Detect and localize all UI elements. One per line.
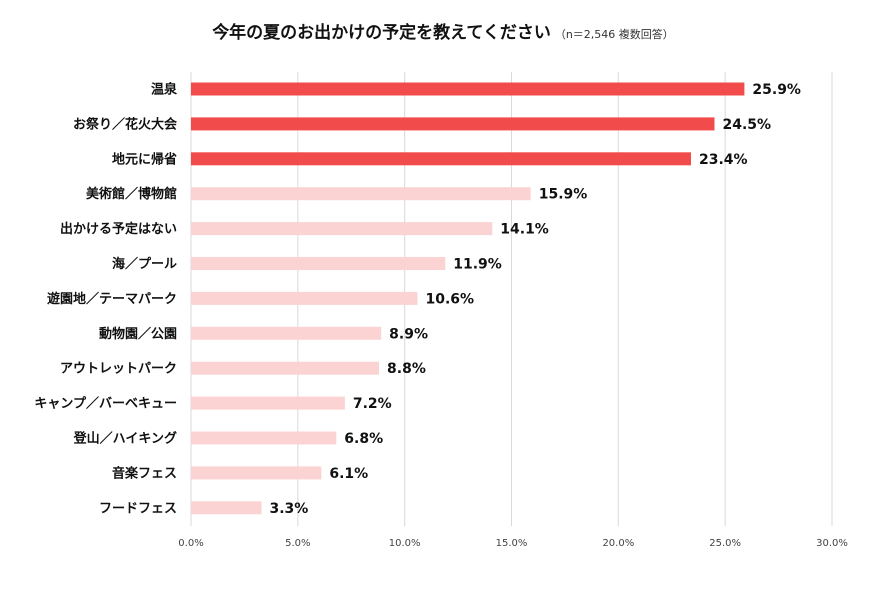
- x-tick-label: 15.0%: [496, 538, 528, 549]
- category-labels: 温泉お祭り／花火大会地元に帰省美術館／博物館出かける予定はない海／プール遊園地／…: [34, 82, 178, 517]
- value-label: 8.9%: [389, 326, 428, 342]
- x-tick-label: 20.0%: [602, 538, 634, 549]
- value-labels: 25.9% 24.5% 23.4% 15.9% 14.1% 11.9% 10.6% 8.9% 8…: [270, 82, 801, 517]
- category-label: お祭り／花火大会: [73, 116, 178, 132]
- bar: [191, 501, 262, 515]
- category-label: フードフェス: [99, 501, 177, 516]
- bar: [191, 431, 337, 445]
- bar: [191, 466, 322, 480]
- value-label: 6.8%: [344, 431, 383, 447]
- value-label: 10.6%: [425, 291, 474, 307]
- category-label: 遊園地／テーマパーク: [47, 291, 177, 307]
- category-label: 出かける予定はない: [60, 221, 177, 237]
- x-tick-label: 10.0%: [389, 538, 421, 549]
- chart-title-main: 今年の夏のお出かけの予定を教えてください: [212, 23, 551, 43]
- category-label: キャンプ／バーベキュー: [34, 396, 177, 412]
- bar: [191, 396, 345, 410]
- x-tick-label: 25.0%: [709, 538, 741, 549]
- value-label: 25.9%: [752, 82, 801, 98]
- value-label: 8.8%: [387, 361, 426, 377]
- value-label: 3.3%: [270, 501, 309, 517]
- bar: [191, 257, 446, 270]
- value-label: 6.1%: [329, 466, 368, 482]
- bar: [191, 187, 531, 201]
- category-label: アウトレットパーク: [60, 362, 177, 377]
- category-label: 美術館／博物館: [86, 186, 177, 202]
- x-tick-label: 5.0%: [285, 538, 310, 549]
- chart-title: 今年の夏のお出かけの予定を教えてください （n＝2,546 複数回答）: [0, 18, 886, 43]
- x-tick-label: 0.0%: [178, 538, 203, 549]
- value-label: 23.4%: [699, 152, 748, 168]
- category-label: 登山／ハイキング: [73, 431, 177, 447]
- x-tick-label: 30.0%: [816, 538, 848, 549]
- value-label: 24.5%: [722, 117, 771, 133]
- category-label: 動物園／公園: [99, 326, 177, 342]
- bar: [191, 117, 715, 131]
- category-label: 温泉: [151, 82, 178, 98]
- category-label: 音楽フェス: [112, 465, 177, 481]
- bar: [191, 222, 493, 236]
- value-label: 11.9%: [453, 257, 502, 273]
- gridlines: [190, 72, 833, 526]
- value-label: 7.2%: [353, 396, 392, 412]
- category-label: 海／プール: [112, 256, 177, 272]
- bar: [191, 361, 380, 375]
- chart-subtitle: （n＝2,546 複数回答）: [554, 28, 674, 41]
- value-label: 15.9%: [539, 187, 588, 203]
- bar: [191, 82, 745, 96]
- bar: [191, 326, 382, 340]
- category-label: 地元に帰省: [112, 151, 177, 167]
- bar: [191, 152, 691, 166]
- bars: [191, 82, 745, 515]
- value-label: 14.1%: [500, 222, 549, 238]
- bar: [191, 291, 418, 305]
- x-axis-ticks: 0.0% 5.0% 10.0% 15.0% 20.0% 25.0% 30.0%: [178, 538, 848, 549]
